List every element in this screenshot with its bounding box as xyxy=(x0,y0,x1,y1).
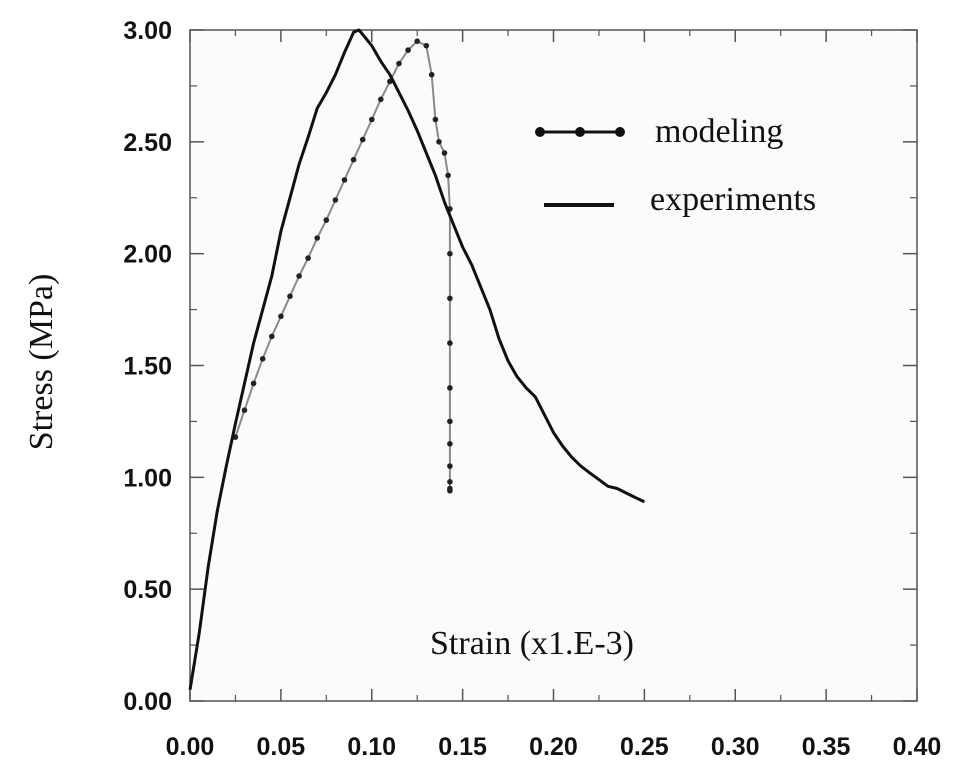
data-point-modeling xyxy=(314,235,321,241)
data-point-modeling xyxy=(332,197,339,203)
data-point-modeling xyxy=(414,38,421,44)
data-point-modeling xyxy=(341,177,348,183)
data-point-modeling xyxy=(428,71,435,78)
data-point-modeling xyxy=(447,488,453,494)
data-point-modeling xyxy=(369,116,375,123)
legend-marker-modeling xyxy=(535,127,625,137)
data-point-modeling xyxy=(447,463,453,469)
x-tick-label: 0.15 xyxy=(438,733,487,761)
y-axis-title: Stress (MPa) xyxy=(23,274,60,451)
legend: modeling experiments xyxy=(535,113,816,218)
data-point-modeling xyxy=(378,96,384,103)
x-tick-label: 0.10 xyxy=(347,733,396,761)
y-tick-label: 0.50 xyxy=(123,576,172,604)
data-point-modeling xyxy=(447,340,453,346)
data-point-modeling xyxy=(396,60,402,67)
data-point-modeling xyxy=(447,385,453,391)
data-point-modeling xyxy=(350,156,357,163)
plot-area xyxy=(189,29,918,702)
x-tick-label: 0.40 xyxy=(893,733,942,761)
data-point-modeling xyxy=(296,273,302,279)
data-point-modeling xyxy=(241,407,248,414)
y-tick-label: 0.00 xyxy=(123,688,172,716)
data-point-modeling xyxy=(269,333,275,340)
data-point-modeling xyxy=(447,479,453,485)
series-layer xyxy=(188,28,646,691)
y-tick-label: 2.50 xyxy=(123,129,172,157)
data-point-modeling xyxy=(423,42,430,49)
x-tick-label: 0.35 xyxy=(802,733,851,761)
data-point-modeling xyxy=(259,356,266,362)
data-point-modeling xyxy=(359,136,366,143)
y-tick-label: 1.50 xyxy=(123,353,172,381)
data-point-modeling xyxy=(278,313,284,320)
data-point-modeling xyxy=(447,295,453,302)
axis-ticks: 0.00 0.05 0.10 0.15 0.20 0.25 0.30 0.35 0.40 0.00… xyxy=(123,17,941,761)
data-point-modeling xyxy=(447,250,453,257)
legend-label-experiments: experiments xyxy=(650,181,816,218)
data-point-modeling xyxy=(436,139,442,145)
data-point-modeling xyxy=(250,380,257,387)
data-point-modeling xyxy=(323,217,330,223)
y-tick-label: 2.00 xyxy=(123,241,172,269)
legend-label-modeling: modeling xyxy=(655,113,783,150)
series-line-experiments xyxy=(188,28,646,691)
data-point-modeling xyxy=(405,47,411,53)
series-line-modeling xyxy=(234,40,451,491)
data-point-modeling xyxy=(447,441,453,447)
data-point-modeling xyxy=(287,293,293,300)
x-tick-label: 0.30 xyxy=(711,733,760,761)
x-tick-label: 0.05 xyxy=(257,733,306,761)
x-tick-label: 0.20 xyxy=(529,733,578,761)
data-point-modeling xyxy=(432,116,439,123)
data-point-modeling xyxy=(441,150,448,156)
data-point-modeling xyxy=(447,418,453,425)
x-axis-title: Strain (x1.E-3) xyxy=(430,625,634,662)
y-tick-label: 3.00 xyxy=(123,17,172,45)
data-point-modeling xyxy=(445,172,451,179)
y-tick-label: 1.00 xyxy=(123,464,172,492)
x-tick-label: 0.00 xyxy=(166,733,215,761)
x-tick-label: 0.25 xyxy=(620,733,669,761)
data-point-modeling xyxy=(305,255,311,261)
